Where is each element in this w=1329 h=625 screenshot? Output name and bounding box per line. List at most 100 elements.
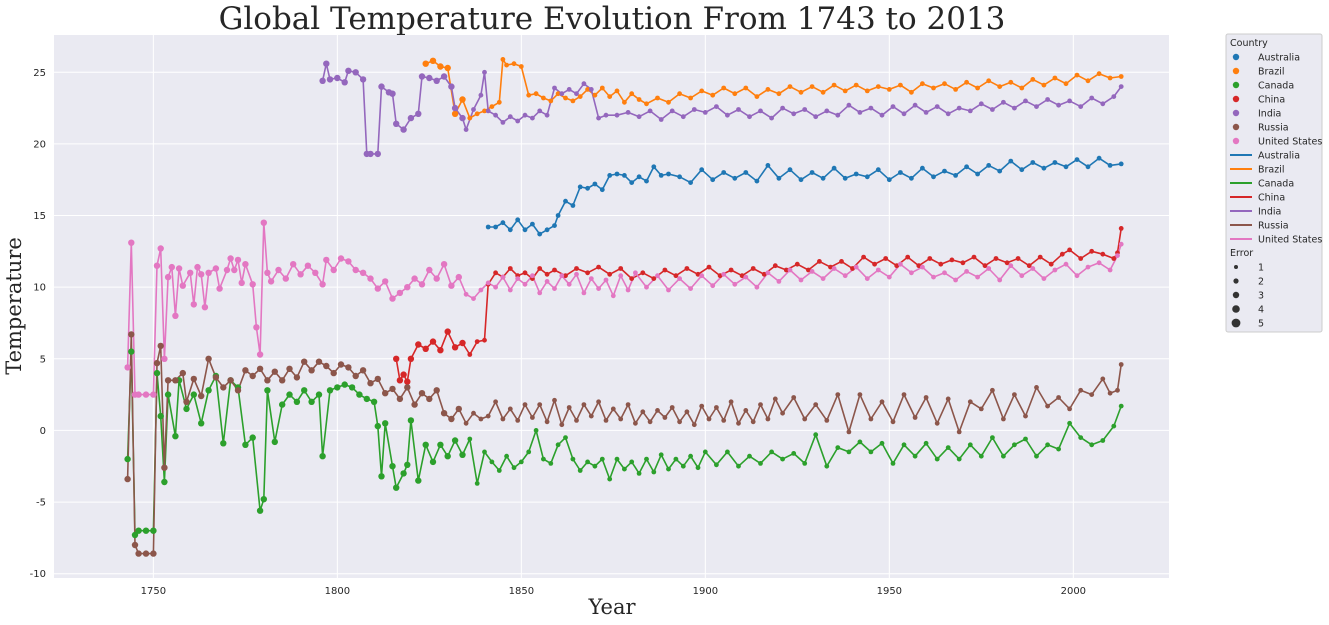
point-india — [1078, 104, 1084, 109]
point-united-states — [603, 277, 609, 283]
point-india — [451, 104, 459, 112]
point-india — [530, 115, 535, 121]
y-tick-label: 25 — [33, 68, 46, 79]
point-india — [415, 110, 422, 118]
point-russia — [500, 416, 506, 422]
point-russia — [411, 401, 418, 408]
point-united-states — [625, 287, 631, 293]
point-united-states — [238, 279, 245, 287]
point-china — [429, 338, 437, 345]
point-russia — [706, 416, 712, 422]
point-russia — [1115, 387, 1120, 393]
point-united-states — [150, 391, 157, 398]
point-brazil — [743, 85, 749, 91]
legend-marker-label-china: China — [1258, 95, 1285, 106]
point-russia — [699, 403, 705, 409]
point-china — [1078, 256, 1084, 261]
point-brazil — [986, 78, 992, 84]
point-russia — [901, 392, 907, 397]
point-united-states — [485, 280, 491, 286]
point-canada — [482, 449, 487, 455]
point-australia — [787, 167, 793, 173]
point-australia — [710, 177, 716, 183]
point-india — [625, 110, 631, 115]
point-canada — [607, 476, 613, 482]
point-australia — [853, 171, 859, 177]
point-united-states — [359, 269, 367, 276]
point-australia — [522, 227, 528, 233]
legend-line-label-india: India — [1258, 207, 1281, 218]
point-china — [728, 267, 734, 273]
point-united-states — [231, 266, 238, 274]
y-tick-label: -5 — [36, 498, 46, 509]
point-india — [846, 102, 852, 108]
point-brazil — [1019, 85, 1025, 91]
point-china — [607, 271, 613, 277]
point-australia — [515, 217, 521, 223]
point-brazil — [563, 95, 568, 101]
point-united-states — [135, 391, 142, 398]
legend-marker-china — [1232, 95, 1240, 103]
point-russia — [131, 541, 139, 549]
point-united-states — [581, 290, 587, 296]
point-brazil — [622, 99, 627, 105]
point-canada — [260, 496, 267, 503]
point-india — [835, 112, 841, 118]
x-tick-label: 1800 — [325, 586, 350, 597]
point-russia — [1089, 392, 1095, 397]
point-australia — [964, 164, 969, 170]
point-russia — [279, 377, 286, 384]
point-russia — [574, 418, 579, 423]
point-china — [544, 271, 550, 277]
x-axis-label: Year — [587, 595, 636, 619]
point-united-states — [374, 285, 381, 292]
y-tick-label: 0 — [40, 426, 46, 437]
point-united-states — [1118, 241, 1124, 247]
legend-marker-label-india: India — [1258, 109, 1281, 120]
y-tick-label: 20 — [33, 139, 46, 150]
point-united-states — [688, 286, 693, 291]
legend-line-label-canada: Canada — [1258, 179, 1294, 190]
x-tick-label: 1950 — [877, 586, 902, 597]
point-united-states — [1008, 263, 1014, 269]
point-china — [817, 259, 822, 264]
point-united-states — [655, 273, 660, 279]
series-points — [124, 57, 1124, 557]
point-china — [938, 261, 944, 267]
point-india — [393, 120, 400, 128]
point-canada — [585, 459, 590, 465]
point-russia — [765, 416, 771, 422]
point-canada — [249, 434, 256, 441]
point-india — [879, 112, 885, 118]
point-australia — [500, 220, 506, 226]
point-united-states — [175, 265, 183, 272]
point-russia — [455, 405, 462, 413]
point-canada — [286, 391, 293, 398]
point-brazil — [489, 104, 495, 109]
point-russia — [640, 409, 646, 415]
point-russia — [433, 387, 440, 394]
point-russia — [271, 368, 278, 375]
point-china — [949, 257, 955, 263]
chart-title: Global Temperature Evolution From 1743 t… — [219, 1, 1006, 37]
point-canada — [680, 463, 686, 469]
point-united-states — [198, 271, 205, 278]
point-united-states — [809, 269, 815, 274]
point-brazil — [699, 88, 705, 94]
point-russia — [330, 369, 337, 377]
point-india — [702, 110, 708, 115]
point-india — [791, 111, 797, 117]
point-australia — [651, 164, 657, 170]
point-united-states — [1107, 267, 1113, 273]
point-united-states — [323, 256, 330, 264]
point-russia — [1001, 416, 1006, 422]
point-india — [400, 126, 407, 133]
point-india — [341, 79, 348, 86]
point-canada — [688, 453, 693, 459]
legend-marker-brazil — [1232, 67, 1240, 75]
point-russia — [164, 377, 172, 384]
point-russia — [791, 395, 797, 400]
point-india — [323, 60, 330, 67]
point-canada — [451, 437, 459, 444]
point-china — [396, 377, 404, 384]
